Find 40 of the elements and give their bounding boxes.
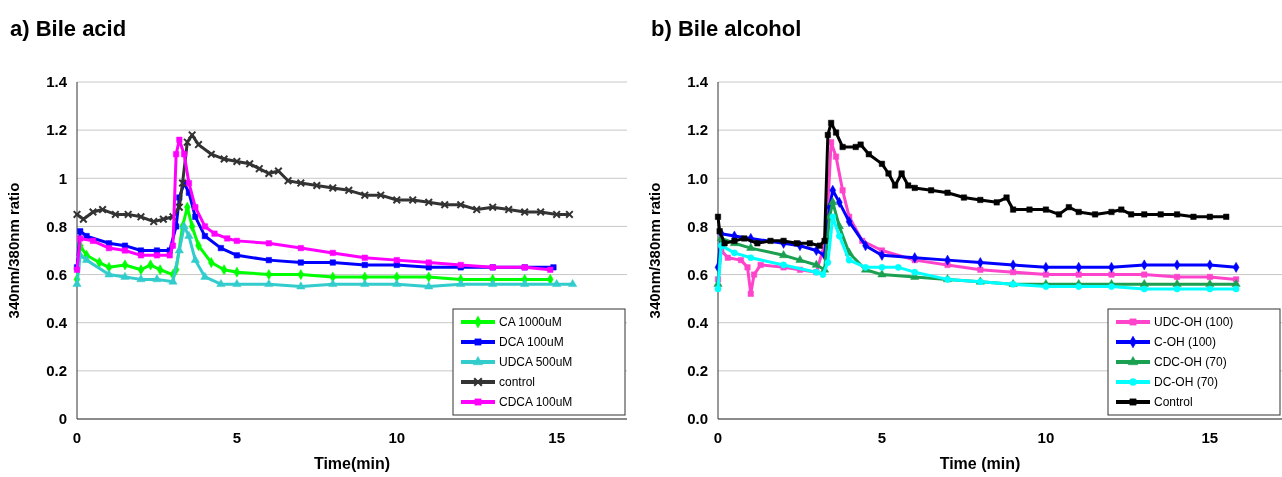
legend-label: CDCA 100uM (499, 395, 573, 410)
legend-label: CDC-OH (70) (1154, 355, 1227, 370)
legend-label: DCA 100uM (499, 335, 564, 350)
y-tick-label: 0.2 (687, 362, 708, 380)
y-tick-label: 0.8 (46, 217, 67, 235)
y-tick-label: 1.4 (46, 73, 68, 91)
x-axis-title: Time (min) (939, 455, 1021, 472)
legend-label: DC-OH (70) (1154, 375, 1219, 390)
legend-label: UDCA 500uM (499, 355, 573, 370)
y-tick-label: 0.6 (46, 265, 67, 283)
y-tick-label: 0.8 (687, 217, 708, 235)
chart-title: a) Bile acid (10, 16, 127, 41)
legend-label: CA 1000uM (499, 315, 562, 330)
x-axis-title: Time(min) (313, 455, 391, 472)
y-tick-label: 0.4 (46, 313, 68, 331)
legend-label: Control (1154, 395, 1193, 410)
y-tick-label: 0.4 (687, 313, 709, 331)
y-tick-label: 1.2 (46, 121, 67, 139)
legend-label: UDC-OH (100) (1154, 315, 1234, 330)
x-tick-label: 5 (877, 429, 887, 446)
x-tick-label: 0 (72, 429, 82, 446)
y-tick-label: 1.2 (687, 121, 708, 139)
y-axis-title: 340nm/380nm ratio (646, 182, 663, 319)
chart-title: b) Bile alcohol (651, 16, 802, 41)
y-tick-label: 1 (58, 169, 67, 187)
y-tick-label: 0 (58, 410, 67, 428)
y-tick-label: 1.0 (687, 169, 708, 187)
x-tick-label: 10 (1037, 429, 1055, 446)
y-tick-label: 1.4 (687, 73, 709, 91)
x-tick-label: 0 (713, 429, 723, 446)
y-tick-label: 0.0 (687, 410, 708, 428)
legend-label: C-OH (100) (1154, 335, 1217, 350)
x-tick-label: 15 (548, 429, 565, 446)
x-tick-label: 10 (388, 429, 406, 446)
y-axis-title: 340nm/380nm ratio (5, 182, 22, 319)
x-tick-label: 15 (1201, 429, 1219, 446)
y-tick-label: 0.2 (46, 362, 67, 380)
legend-label: control (499, 375, 536, 390)
x-tick-label: 5 (232, 429, 242, 446)
y-tick-label: 0.6 (687, 265, 708, 283)
